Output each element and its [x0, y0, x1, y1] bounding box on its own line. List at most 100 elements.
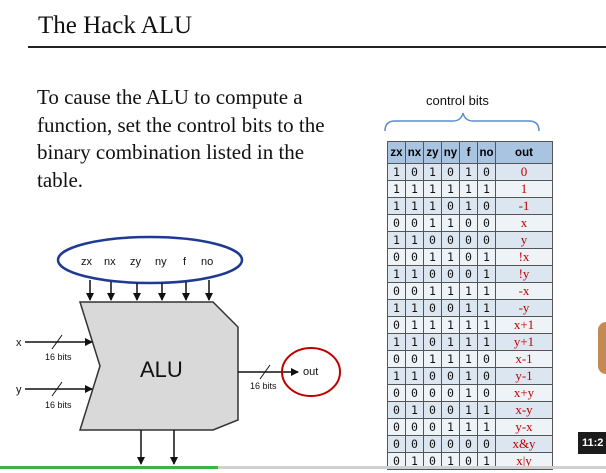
- out-cell: x&y: [495, 435, 553, 453]
- control-bit-cell: 0: [441, 299, 460, 317]
- control-bit-cell: 1: [477, 316, 496, 334]
- control-bit-cell: 0: [441, 367, 460, 385]
- control-bit-cell: 1: [405, 367, 424, 385]
- control-bit-cell: 1: [441, 452, 460, 470]
- out-cell: x-y: [495, 401, 553, 419]
- control-bit-cell: 0: [459, 435, 478, 453]
- control-bit-cell: 1: [459, 384, 478, 402]
- control-bit-cell: 0: [387, 384, 406, 402]
- control-bit-cell: 0: [441, 435, 460, 453]
- out-cell: -y: [495, 299, 553, 317]
- table-row: 1 1 0 0 0 1 !y: [387, 265, 553, 283]
- control-bit-cell: 1: [459, 282, 478, 300]
- control-bit-cell: 0: [387, 452, 406, 470]
- input-label: no: [201, 256, 213, 268]
- input-label: ny: [155, 256, 167, 268]
- control-bit-cell: 0: [459, 265, 478, 283]
- zr-label: zr: [135, 471, 144, 473]
- time-readout: 11:2: [578, 432, 606, 454]
- control-bit-cell: 1: [423, 316, 442, 334]
- out-cell: x-1: [495, 350, 553, 368]
- table-row: 1 1 1 0 1 0 -1: [387, 197, 553, 215]
- control-bit-cell: 1: [405, 299, 424, 317]
- control-bit-cell: 0: [405, 214, 424, 232]
- control-bit-cell: 0: [477, 197, 496, 215]
- control-bit-cell: 0: [423, 435, 442, 453]
- col-header-no: no: [477, 141, 496, 164]
- progress-track[interactable]: [218, 466, 606, 469]
- x-label: x: [16, 337, 22, 349]
- x-bits-label: 16 bits: [45, 352, 72, 362]
- control-bit-cell: 1: [405, 333, 424, 351]
- col-header-nx: nx: [405, 141, 424, 164]
- out-cell: !y: [495, 265, 553, 283]
- out-cell: y-1: [495, 367, 553, 385]
- control-bit-cell: 1: [477, 282, 496, 300]
- table-row: 1 1 0 0 1 0 y-1: [387, 367, 553, 385]
- control-bit-cell: 0: [405, 350, 424, 368]
- control-bit-cell: 0: [423, 367, 442, 385]
- table-row: 0 1 0 1 0 1 x|y: [387, 452, 553, 470]
- control-bit-cell: 0: [477, 231, 496, 249]
- control-bit-cell: 0: [405, 418, 424, 436]
- out-cell: -x: [495, 282, 553, 300]
- control-bit-cell: 0: [441, 384, 460, 402]
- input-label: nx: [104, 256, 116, 268]
- control-bit-cell: 0: [387, 214, 406, 232]
- control-bit-cell: 0: [423, 231, 442, 249]
- title-rule: [28, 46, 606, 48]
- out-cell: y+1: [495, 333, 553, 351]
- input-label: f: [183, 256, 187, 268]
- control-bit-cell: 0: [405, 248, 424, 266]
- out-circle: [281, 347, 341, 397]
- slide-title: The Hack ALU: [38, 12, 193, 39]
- control-bit-cell: 1: [459, 163, 478, 181]
- control-bit-cell: 0: [405, 163, 424, 181]
- ng-label: ng: [167, 471, 178, 473]
- control-bit-cell: 1: [441, 333, 460, 351]
- control-bit-cell: 1: [423, 180, 442, 198]
- control-bit-cell: 0: [459, 214, 478, 232]
- out-cell: x|y: [495, 452, 553, 470]
- table-row: 0 1 0 0 1 1 x-y: [387, 401, 553, 419]
- control-bit-cell: 1: [387, 333, 406, 351]
- control-bit-cell: 0: [441, 197, 460, 215]
- control-bit-cell: 1: [387, 231, 406, 249]
- control-bit-cell: 0: [423, 418, 442, 436]
- out-cell: y: [495, 231, 553, 249]
- control-bit-cell: 1: [387, 163, 406, 181]
- out-cell: x+1: [495, 316, 553, 334]
- out-label: out: [303, 366, 318, 378]
- control-bits-ellipse: [56, 235, 244, 285]
- control-bit-cell: 1: [423, 350, 442, 368]
- control-bit-cell: 0: [459, 231, 478, 249]
- col-header-ny: ny: [441, 141, 460, 164]
- control-bit-cell: 1: [477, 401, 496, 419]
- control-bit-cell: 1: [387, 197, 406, 215]
- control-bit-cell: 0: [477, 350, 496, 368]
- table-row: 0 0 0 0 1 0 x+y: [387, 384, 553, 402]
- control-bit-cell: 0: [423, 265, 442, 283]
- progress-bar[interactable]: [0, 466, 218, 469]
- control-bit-cell: 0: [423, 299, 442, 317]
- control-bit-cell: 1: [477, 248, 496, 266]
- out-cell: y-x: [495, 418, 553, 436]
- control-bit-cell: 1: [459, 180, 478, 198]
- table-row: 0 0 0 0 0 0 x&y: [387, 435, 553, 453]
- y-bits-label: 16 bits: [45, 400, 72, 410]
- out-cell: !x: [495, 248, 553, 266]
- out-cell: 0: [495, 163, 553, 181]
- out-bits-label: 16 bits: [250, 381, 277, 391]
- control-bit-cell: 1: [477, 418, 496, 436]
- control-bit-cell: 1: [477, 265, 496, 283]
- table-row: 1 1 0 1 1 1 y+1: [387, 333, 553, 351]
- out-cell: -1: [495, 197, 553, 215]
- table-row: 1 1 0 0 1 1 -y: [387, 299, 553, 317]
- control-bit-cell: 1: [459, 350, 478, 368]
- control-bit-cell: 0: [477, 367, 496, 385]
- control-bit-cell: 1: [423, 163, 442, 181]
- col-header-zy: zy: [423, 141, 442, 164]
- control-bit-cell: 1: [405, 231, 424, 249]
- control-bit-cell: 0: [477, 214, 496, 232]
